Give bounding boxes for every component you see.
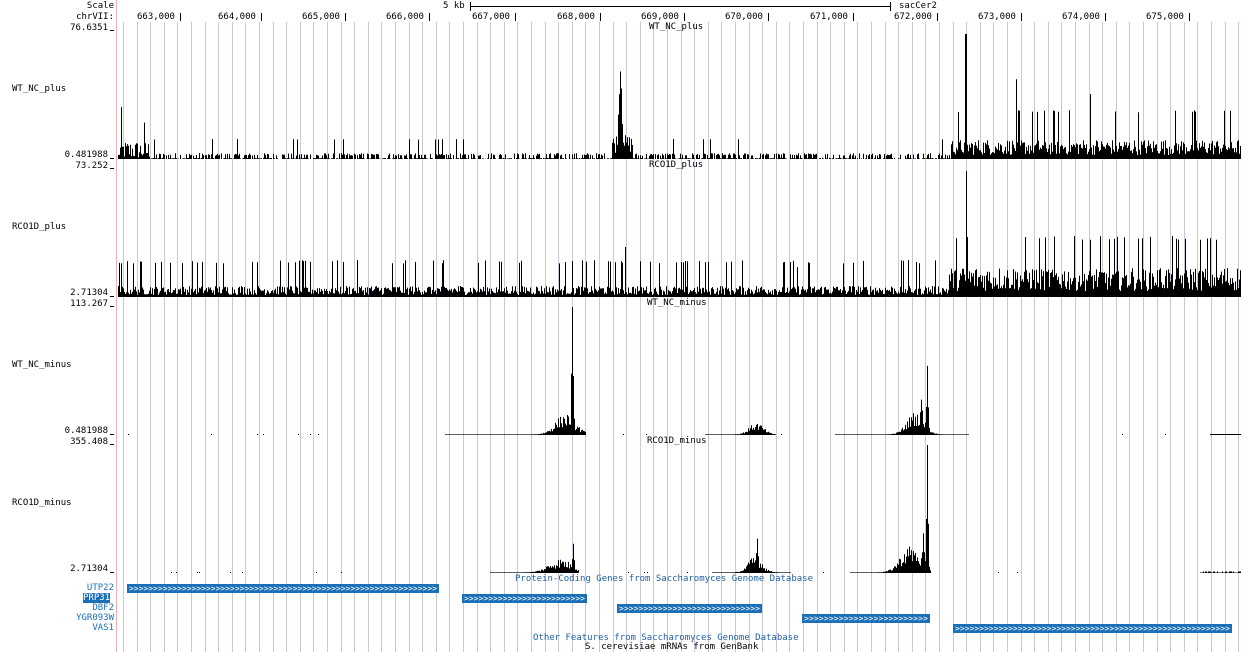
position-tick-label: 673,000 — [978, 12, 1016, 22]
track-min-wt-nc-minus: 0.481988 — [64, 426, 108, 436]
gene-label-ygr093w[interactable]: YGR093W — [76, 613, 114, 623]
gene-bar-utp22 — [127, 584, 439, 593]
position-tick-label: 666,000 — [386, 12, 424, 22]
signal-bars — [118, 171, 1241, 297]
strand-arrows: >>>>>>>>>>>>>>>>>>>>>>>>> — [464, 594, 585, 603]
position-tick — [937, 13, 938, 21]
scale-tick — [110, 306, 114, 307]
position-tick-label: 665,000 — [302, 12, 340, 22]
scale-bar-text: 5 kb — [443, 1, 465, 11]
gene-bar-ygr093w — [802, 614, 930, 623]
signal-bars — [118, 34, 1241, 159]
scale-label: Scale — [86, 1, 114, 11]
strand-arrows: >>>>>>>>>>>>>>>>>>>>>>>>>>>>>>>>>>>>>>>>… — [955, 624, 1230, 633]
position-tick-label: 663,000 — [137, 12, 175, 22]
position-tick — [429, 13, 430, 21]
position-tick — [1105, 13, 1106, 21]
scale-tick — [110, 444, 114, 445]
position-tick-label: 675,000 — [1146, 12, 1184, 22]
track-title-rco1d-minus: RCO1D_minus — [647, 436, 707, 446]
track-max-rco1d-plus: 73.252 — [75, 161, 108, 171]
position-tick-label: 674,000 — [1062, 12, 1100, 22]
track-title-wt-nc-minus: WT_NC_minus — [647, 298, 707, 308]
scale-tick — [110, 158, 114, 159]
strand-arrows: >>>>>>>>>>>>>>>>>>>>>>>>>>>>>>>>>>>>>>>>… — [129, 584, 437, 593]
scale-tick — [110, 572, 114, 573]
track-label-wt-nc-plus[interactable]: WT_NC_plus — [12, 84, 67, 94]
gene-section-title: Protein-Coding Genes from Saccharomyces … — [515, 574, 814, 584]
assembly-label: sacCer2 — [899, 1, 937, 11]
track-label-rco1d-plus[interactable]: RCO1D_plus — [12, 222, 67, 232]
track-max-rco1d-minus: 355.408 — [70, 437, 108, 447]
position-tick-label: 669,000 — [641, 12, 679, 22]
position-tick — [261, 13, 262, 21]
gene-label-utp22[interactable]: UTP22 — [86, 583, 114, 593]
position-tick — [1189, 13, 1190, 21]
scale-tick — [110, 30, 114, 31]
track-max-wt-nc-minus: 113.267 — [70, 299, 108, 309]
scale-bar — [470, 6, 890, 7]
strand-arrows: >>>>>>>>>>>>>>>>>>>>>>>>>>>>> — [619, 604, 760, 613]
gene-bar-dbf2 — [617, 604, 762, 613]
gene-label-dbf2[interactable]: DBF2 — [92, 603, 114, 613]
track-min-rco1d-plus: 2.71304 — [70, 288, 108, 298]
other-features-title: Other Features from Saccharomyces Genome… — [533, 633, 799, 643]
scale-tick — [110, 434, 114, 435]
position-tick-label: 668,000 — [557, 12, 595, 22]
position-tick — [180, 13, 181, 21]
track-wt-nc-plus — [118, 34, 1241, 159]
track-wt-nc-minus — [128, 307, 1241, 435]
track-title-rco1d-plus: RCO1D_plus — [649, 160, 704, 170]
gene-bar-prp31 — [462, 594, 587, 603]
track-rco1d-minus — [171, 445, 1241, 573]
position-tick — [1021, 13, 1022, 21]
position-tick-label: 667,000 — [472, 12, 510, 22]
track-min-wt-nc-plus: 0.481988 — [64, 150, 108, 160]
scale-bar-left-cap — [470, 2, 471, 11]
scale-tick — [110, 168, 114, 169]
track-min-rco1d-minus: 2.71304 — [70, 564, 108, 574]
position-tick — [600, 13, 601, 21]
position-tick — [768, 13, 769, 21]
scale-tick — [110, 296, 114, 297]
position-tick — [684, 13, 685, 21]
position-tick — [345, 13, 346, 21]
track-max-wt-nc-plus: 76.6351 — [70, 23, 108, 33]
position-tick-label: 671,000 — [810, 12, 848, 22]
scale-bar-right-cap — [890, 2, 891, 11]
strand-arrows: >>>>>>>>>>>>>>>>>>>>>>>>> — [804, 614, 928, 623]
track-label-wt-nc-minus[interactable]: WT_NC_minus — [12, 360, 72, 370]
signal-bars — [128, 307, 1241, 435]
gene-label-prp31[interactable]: PRP31 — [83, 593, 111, 603]
chromosome-label: chrVII: — [76, 12, 114, 22]
track-title-wt-nc-plus: WT_NC_plus — [649, 22, 704, 32]
track-rco1d-plus — [118, 171, 1241, 297]
track-label-rco1d-minus[interactable]: RCO1D_minus — [12, 498, 72, 508]
position-tick-label: 670,000 — [725, 12, 763, 22]
position-tick — [853, 13, 854, 21]
position-tick-label: 672,000 — [894, 12, 932, 22]
mrna-section-title: S. cerevisiae mRNAs from GenBank — [585, 642, 759, 652]
position-tick-label: 664,000 — [218, 12, 256, 22]
position-tick — [515, 13, 516, 21]
signal-bars — [171, 445, 1241, 573]
gene-bar-vas1 — [953, 624, 1232, 633]
gene-label-vas1[interactable]: VAS1 — [92, 623, 114, 633]
